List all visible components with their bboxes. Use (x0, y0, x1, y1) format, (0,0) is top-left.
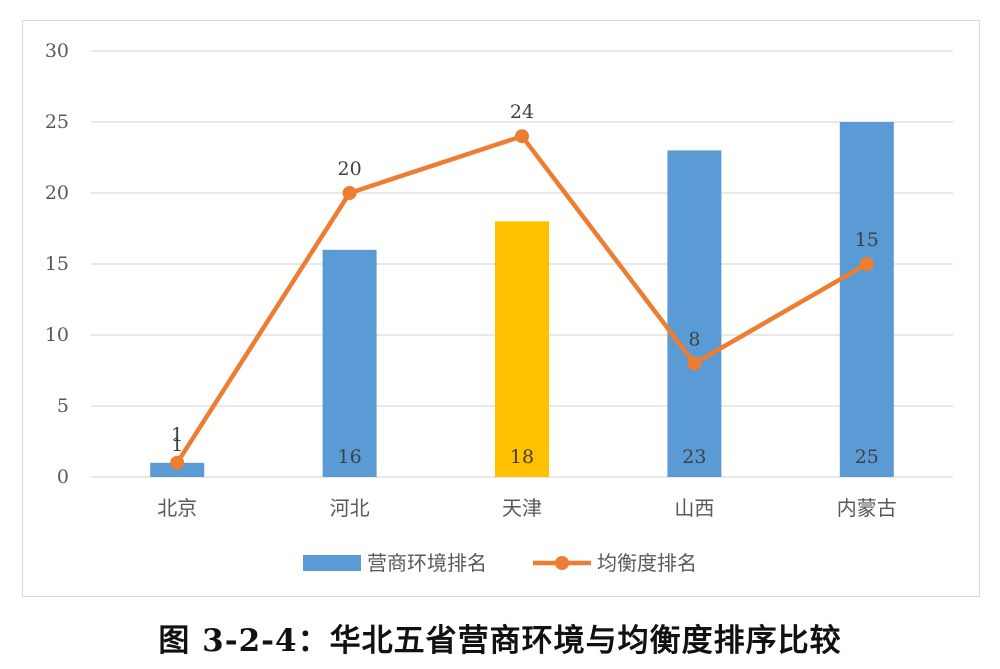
line-value-label: 8 (688, 328, 700, 350)
bar-3 (495, 221, 549, 477)
y-tick-label: 20 (45, 182, 69, 204)
legend-swatch-marker (555, 556, 569, 570)
legend-swatch-bar (303, 555, 361, 571)
line-point-2 (342, 186, 357, 200)
line-point-5 (859, 257, 874, 271)
bar-value-label: 25 (855, 446, 879, 468)
y-tick-label: 10 (45, 324, 69, 346)
line-value-label: 20 (338, 158, 362, 180)
line-value-label: 1 (171, 424, 183, 446)
chart-svg: 0 5 10 15 20 25 30 1 16 18 23 25 1 20 24 8 15 北京 河北 天津 山西 内… (45, 40, 953, 575)
legend-label-line: 均衡度排名 (597, 551, 697, 575)
bar-2 (322, 249, 377, 477)
y-tick-label: 30 (45, 40, 69, 62)
bar-value-label: 23 (682, 446, 706, 468)
bar-value-label: 1 (171, 434, 183, 456)
legend-label-bar: 营商环境排名 (367, 551, 487, 575)
y-tick-label: 15 (45, 253, 69, 275)
y-tick-label: 25 (45, 111, 69, 133)
x-category-label: 河北 (330, 496, 370, 520)
y-tick-label: 0 (57, 466, 69, 488)
bar-4 (667, 150, 722, 477)
x-category-label: 山西 (674, 496, 714, 520)
line-point-3 (515, 129, 529, 144)
line-value-label: 24 (510, 101, 534, 123)
bar-value-label: 18 (510, 446, 534, 468)
chart-frame: 0 5 10 15 20 25 30 1 16 18 23 25 1 20 24 8 15 北京 河北 天津 山西 内… (22, 20, 980, 597)
line-point-4 (687, 356, 702, 371)
figure-caption: 图 3-2-4：华北五省营商环境与均衡度排序比较 (158, 623, 842, 659)
bar-value-label: 16 (338, 446, 362, 468)
bar-1 (150, 462, 205, 477)
x-category-label: 北京 (157, 496, 197, 520)
y-tick-label: 5 (57, 395, 69, 417)
x-category-label: 天津 (502, 496, 542, 520)
line-point-1 (170, 455, 185, 470)
bar-5 (839, 122, 894, 477)
x-category-label: 内蒙古 (837, 496, 897, 520)
line-value-label: 15 (855, 229, 879, 251)
